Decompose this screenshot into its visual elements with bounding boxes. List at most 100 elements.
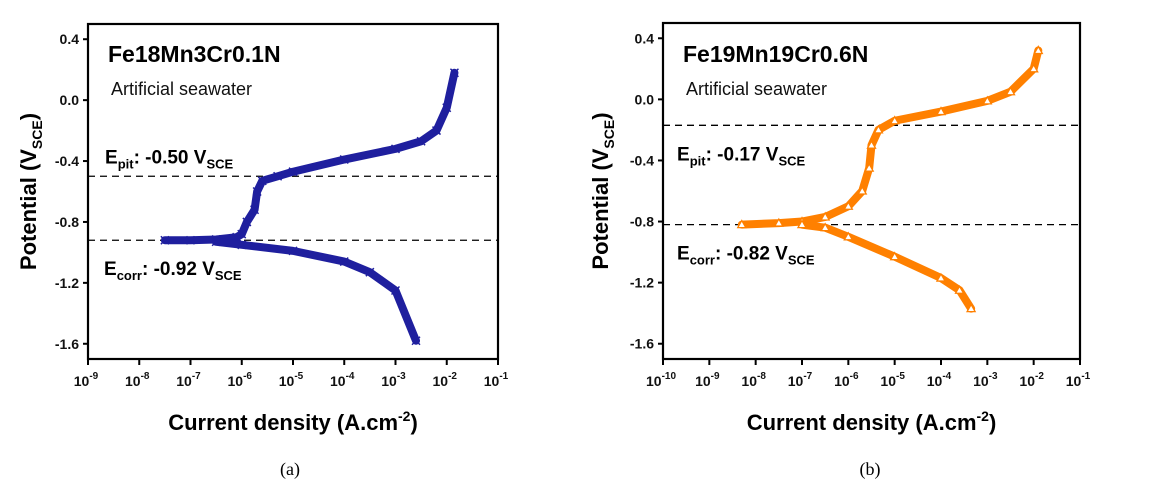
x-tick-base: 10 xyxy=(788,373,804,389)
x-tick-base: 10 xyxy=(741,373,757,389)
x-tick-label: 10-7 xyxy=(176,371,201,389)
x-tick-exponent: -3 xyxy=(397,371,406,382)
cathodic-point xyxy=(820,222,831,232)
x-tick-exponent: -4 xyxy=(346,371,355,382)
annotation-symbol: E xyxy=(677,244,690,265)
y-axis-label: Potential (VSCE) xyxy=(588,112,617,269)
x-axis-label-end: ) xyxy=(410,410,417,435)
annotation-symbol: E xyxy=(677,144,690,165)
anodic-point xyxy=(252,186,262,197)
x-tick-label: 10-4 xyxy=(927,371,952,389)
panel-caption: (a) xyxy=(280,459,300,480)
x-tick-base: 10 xyxy=(973,373,989,389)
cathodic-point xyxy=(889,251,900,261)
x-tick-label: 10-5 xyxy=(279,371,304,389)
anodic-point xyxy=(889,115,900,125)
annotation-symbol: E xyxy=(104,259,117,280)
x-tick-base: 10 xyxy=(125,373,141,389)
x-axis-label: Current density (A.cm-2) xyxy=(168,408,418,435)
cathodic-point xyxy=(339,257,349,267)
y-tick-label: 0.0 xyxy=(60,92,80,108)
anodic-point xyxy=(873,124,884,134)
plot-frame xyxy=(661,21,1082,361)
annotation-subscript: pit xyxy=(690,153,707,168)
x-tick-exponent: -7 xyxy=(803,371,812,382)
y-tick-label: -0.4 xyxy=(55,153,79,169)
corrosion-potential-label: Ecorr: -0.82 VSCE xyxy=(677,244,815,268)
anodic-point xyxy=(982,95,993,105)
cathodic-curve xyxy=(798,220,976,313)
cathodic-point xyxy=(954,284,965,294)
x-tick-label: 10-8 xyxy=(125,371,150,389)
panel-caption: (b) xyxy=(860,459,881,480)
cathodic-point xyxy=(288,246,298,256)
y-axis-label-end: ) xyxy=(588,112,613,119)
x-axis-label-sup: -2 xyxy=(977,408,990,424)
anodic-point xyxy=(820,211,831,221)
y-tick-label: -1.2 xyxy=(630,275,654,291)
cathodic-point xyxy=(237,240,247,250)
cathodic-point xyxy=(965,303,977,313)
anodic-point xyxy=(935,106,947,116)
annotation-unit: SCE xyxy=(215,268,242,283)
y-tick-label: 0.0 xyxy=(635,91,655,107)
x-tick-base: 10 xyxy=(646,373,662,389)
x-tick-exponent: -8 xyxy=(757,371,766,382)
x-tick-base: 10 xyxy=(228,373,244,389)
x-tick-label: 10-3 xyxy=(381,371,406,389)
x-tick-exponent: -5 xyxy=(896,371,905,382)
pitting-potential-label: Epit: -0.50 VSCE xyxy=(105,147,234,171)
x-tick-label: 10-8 xyxy=(741,371,766,389)
x-tick-base: 10 xyxy=(880,373,896,389)
anodic-point xyxy=(442,103,452,113)
cathodic-point xyxy=(211,237,221,247)
x-tick-exponent: -1 xyxy=(499,371,508,382)
annotation-value: : -0.50 V xyxy=(134,147,207,168)
x-tick-exponent: -6 xyxy=(243,371,252,382)
anodic-point xyxy=(257,176,267,186)
anodic-point xyxy=(1033,45,1044,55)
anodic-point xyxy=(736,219,747,229)
x-tick-label: 10-5 xyxy=(880,371,905,389)
x-tick-label: 10-2 xyxy=(1019,371,1044,389)
electrolyte-label: Artificial seawater xyxy=(686,79,827,99)
annotation-subscript: corr xyxy=(690,253,715,268)
panel-a: 0.40.0-0.4-0.8-1.2-1.610-9 10-8 10-7 10-6 10… xyxy=(16,22,509,480)
annotation-unit: SCE xyxy=(778,153,805,168)
annotation-unit: SCE xyxy=(206,156,233,171)
y-tick-label: -1.6 xyxy=(55,336,79,352)
anodic-point xyxy=(160,235,170,245)
annotation-value: : -0.17 V xyxy=(706,144,779,165)
cathodic-point xyxy=(390,285,401,296)
cathodic-point xyxy=(843,231,854,241)
y-axis-label-main: Potential (V xyxy=(588,148,613,269)
y-tick-label: -1.6 xyxy=(630,336,654,352)
y-tick-label: -0.8 xyxy=(55,214,79,230)
corrosion-potential-label: Ecorr: -0.92 VSCE xyxy=(104,259,242,283)
annotation-value: : -0.82 V xyxy=(715,244,788,265)
y-axis-label-end: ) xyxy=(16,113,41,120)
x-tick-base: 10 xyxy=(176,373,192,389)
y-axis-label-sub: SCE xyxy=(29,120,45,149)
anodic-curve xyxy=(737,46,1043,229)
x-tick-exponent: -6 xyxy=(850,371,859,382)
y-tick-label: 0.4 xyxy=(635,30,655,46)
anodic-point xyxy=(1028,63,1039,73)
x-axis-label-main: Current density (A.cm xyxy=(747,410,977,435)
anodic-point xyxy=(288,167,298,177)
x-tick-exponent: -10 xyxy=(662,371,677,382)
y-tick-label: -1.2 xyxy=(55,275,79,291)
x-tick-label: 10-1 xyxy=(1066,371,1091,389)
y-tick-label: 0.4 xyxy=(60,31,80,47)
x-tick-exponent: -5 xyxy=(294,371,303,382)
x-tick-base: 10 xyxy=(433,373,449,389)
y-tick-label: -0.4 xyxy=(630,152,654,168)
cathodic-point xyxy=(796,219,808,229)
electrolyte-label: Artificial seawater xyxy=(111,79,252,99)
panel-b: 0.40.0-0.4-0.8-1.2-1.610-10 10-9 10-8 10-7 1… xyxy=(588,21,1091,480)
x-axis-label-end: ) xyxy=(989,410,996,435)
cathodic-curve xyxy=(212,237,420,345)
x-tick-exponent: -7 xyxy=(192,371,201,382)
x-tick-label: 10-3 xyxy=(973,371,998,389)
